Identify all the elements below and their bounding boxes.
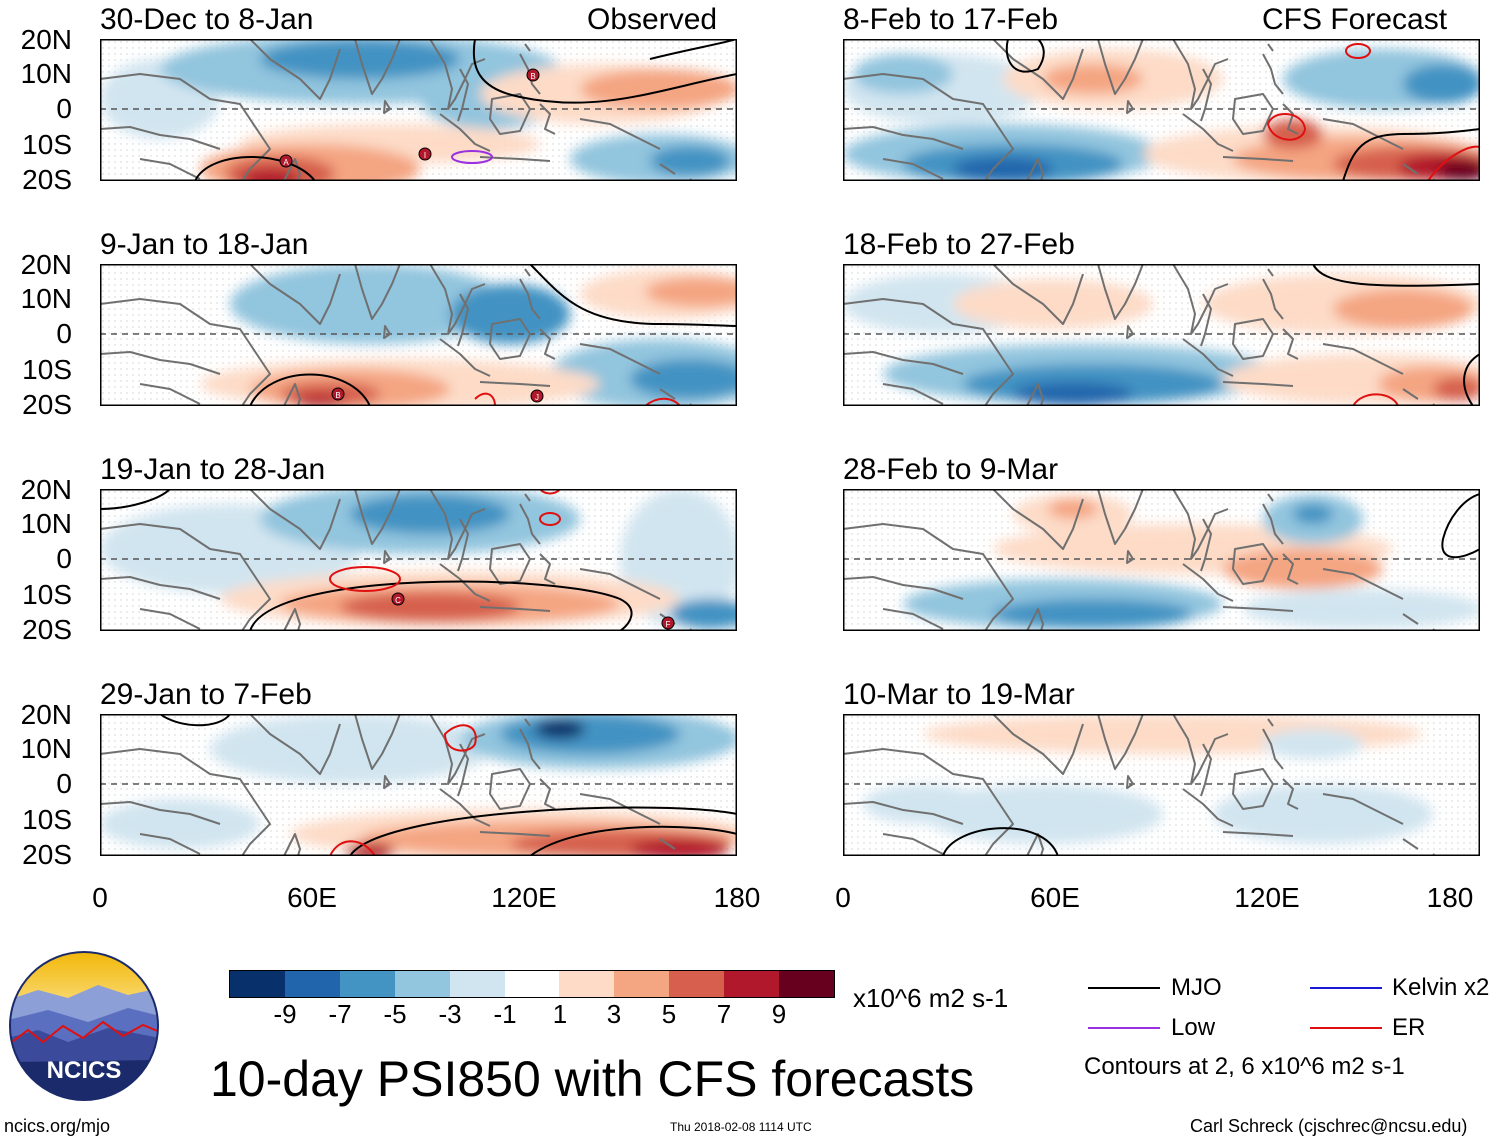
footer-timestamp: Thu 2018-02-08 1114 UTC [670, 1120, 812, 1134]
lat-label-20n: 20N [20, 699, 72, 730]
lon-label-60e: 60E [1030, 882, 1080, 913]
colorbar [229, 970, 835, 998]
footer-url: ncics.org/mjo [4, 1116, 111, 1136]
lat-label-20s: 20S [22, 614, 72, 645]
lon-label-0: 0 [92, 882, 108, 913]
panel-title-2: 9-Jan to 18-Jan [100, 228, 309, 261]
colorbar-swatch [779, 971, 834, 997]
panel-tag-observed: Observed [587, 3, 718, 36]
colorbar-units: x10^6 m2 s-1 [853, 983, 1009, 1013]
colorbar-label: -7 [328, 999, 352, 1029]
storm-label-a: A [283, 158, 289, 167]
colorbar-swatch [394, 971, 450, 997]
colorbar-swatch [339, 971, 395, 997]
lon-label-120e: 120E [491, 882, 557, 913]
lat-label-0: 0 [56, 93, 72, 124]
map-panel-8 [843, 714, 1480, 856]
lon-label-0: 0 [835, 882, 851, 913]
map-panel-2: B J [100, 264, 737, 406]
panel-title-4: 29-Jan to 7-Feb [100, 678, 312, 711]
lat-label-10s: 10S [22, 804, 72, 835]
lat-label-0: 0 [56, 543, 72, 574]
legend-swatch-er [1310, 1027, 1382, 1029]
lat-label-10n: 10N [20, 58, 72, 89]
map-panel-7 [843, 489, 1480, 631]
lat-label-20s: 20S [22, 389, 72, 420]
legend-swatch-mjo [1088, 987, 1160, 989]
colorbar-swatch [559, 971, 615, 997]
panel-title-7: 28-Feb to 9-Mar [843, 453, 1059, 486]
main-title: 10-day PSI850 with CFS forecasts [210, 1051, 975, 1107]
colorbar-label: -5 [383, 999, 407, 1029]
storm-label-i: I [424, 151, 426, 160]
storm-label-b: B [530, 72, 535, 81]
lat-label-0: 0 [56, 318, 72, 349]
lon-label-60e: 60E [287, 882, 337, 913]
lon-label-120e: 120E [1234, 882, 1300, 913]
storm-label-c: C [395, 596, 401, 605]
legend-swatch-low [1088, 1027, 1160, 1029]
lat-label-10n: 10N [20, 508, 72, 539]
legend-low: Low [1171, 1014, 1216, 1041]
colorbar-label: -3 [438, 999, 462, 1029]
map-panel-1: A I B [100, 39, 737, 181]
colorbar-swatch [724, 971, 780, 997]
lon-label-180: 180 [1426, 882, 1474, 913]
map-panel-6 [843, 264, 1480, 406]
lat-label-10s: 10S [22, 579, 72, 610]
logo-text: NCICS [47, 1057, 122, 1084]
colorbar-label: 5 [661, 999, 677, 1029]
lat-label-0: 0 [56, 768, 72, 799]
storm-marker: A [279, 154, 293, 168]
colorbar-swatch [504, 971, 560, 997]
lat-label-10n: 10N [20, 283, 72, 314]
map-panel-5 [843, 39, 1480, 181]
ncics-logo: NCICS [9, 951, 159, 1101]
storm-label-j: J [535, 393, 539, 402]
legend-mjo: MJO [1171, 974, 1222, 1001]
lat-label-20s: 20S [22, 164, 72, 195]
colorbar-label: 3 [606, 999, 622, 1029]
panel-tag-cfs-forecast: CFS Forecast [1262, 3, 1448, 36]
colorbar-label: -9 [273, 999, 297, 1029]
storm-marker: C [391, 592, 405, 606]
storm-marker: J [530, 389, 544, 403]
colorbar-swatch [230, 971, 285, 997]
storm-marker: I [418, 147, 432, 161]
storm-marker: B [526, 68, 540, 82]
legend-contour-note: Contours at 2, 6 x10^6 m2 s-1 [1084, 1053, 1405, 1080]
map-panel-4 [100, 714, 737, 856]
legend-kelvin: Kelvin x2 [1392, 974, 1490, 1001]
lat-label-20n: 20N [20, 24, 72, 55]
colorbar-swatch [614, 971, 670, 997]
lat-label-20s: 20S [22, 839, 72, 870]
colorbar-swatch [284, 971, 340, 997]
footer-author: Carl Schreck (cjschrec@ncsu.edu) [1190, 1116, 1468, 1136]
storm-marker: B [331, 387, 345, 401]
colorbar-swatch [449, 971, 505, 997]
legend-swatch-kelvin [1310, 987, 1382, 989]
lat-label-10s: 10S [22, 354, 72, 385]
panel-title-8: 10-Mar to 19-Mar [843, 678, 1075, 711]
legend-er: ER [1392, 1014, 1426, 1041]
map-panel-3: C F [100, 489, 737, 631]
lat-label-10n: 10N [20, 733, 72, 764]
storm-label-f: F [666, 620, 671, 629]
lon-label-180: 180 [713, 882, 761, 913]
lat-label-20n: 20N [20, 249, 72, 280]
colorbar-swatch [669, 971, 725, 997]
colorbar-label: -1 [493, 999, 517, 1029]
panel-title-1: 30-Dec to 8-Jan [100, 3, 314, 36]
colorbar-label: 9 [771, 999, 787, 1029]
panel-title-3: 19-Jan to 28-Jan [100, 453, 326, 486]
storm-label-b2: B [335, 391, 340, 400]
colorbar-label: 7 [716, 999, 732, 1029]
panel-title-6: 18-Feb to 27-Feb [843, 228, 1075, 261]
lat-label-10s: 10S [22, 129, 72, 160]
panel-title-5: 8-Feb to 17-Feb [843, 3, 1059, 36]
lat-label-20n: 20N [20, 474, 72, 505]
colorbar-label: 1 [552, 999, 568, 1029]
storm-marker: F [661, 616, 675, 630]
